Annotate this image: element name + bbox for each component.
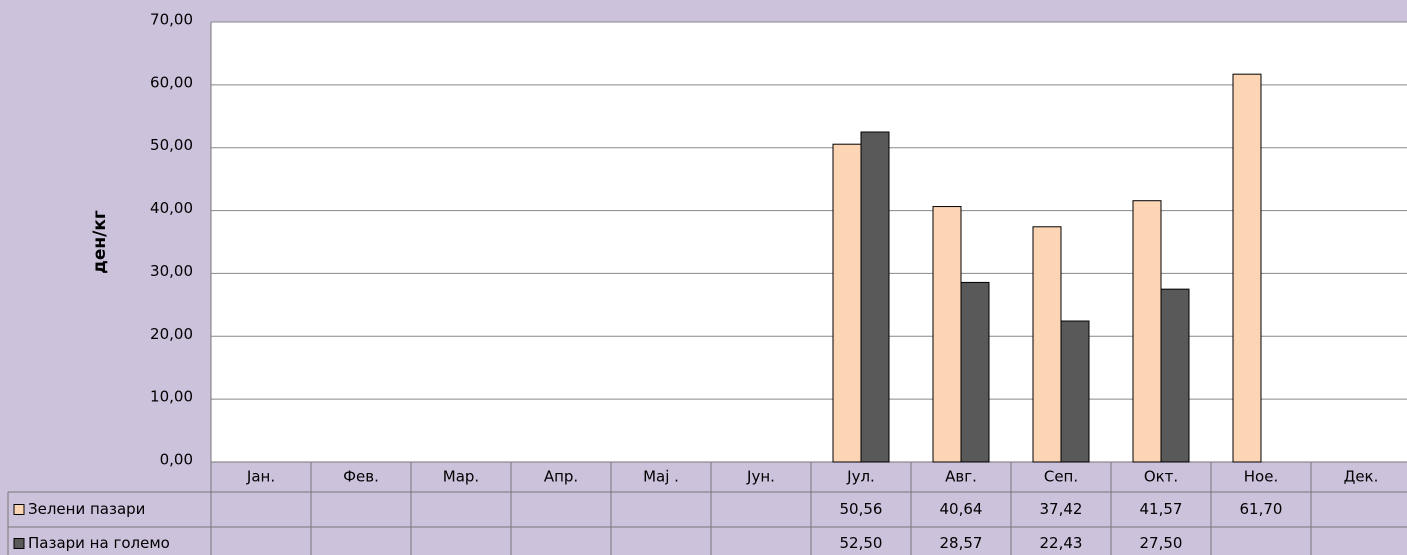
x-tick-label: Јан. — [246, 468, 275, 486]
legend-label: Пазари на големо — [28, 534, 170, 552]
y-tick-label: 10,00 — [150, 388, 193, 406]
x-tick-label: Мар. — [443, 468, 479, 486]
data-label: 28,57 — [940, 534, 983, 552]
data-label: 40,64 — [940, 500, 983, 518]
legend-label: Зелени пазари — [28, 500, 145, 518]
bar — [1132, 200, 1162, 463]
y-tick-label: 20,00 — [150, 325, 193, 343]
x-tick-label: Мај . — [643, 468, 679, 486]
y-tick-label: 40,00 — [150, 199, 193, 217]
y-tick-label: 0,00 — [160, 451, 193, 469]
x-tick-label: Јул. — [846, 468, 875, 486]
x-tick-label: Окт. — [1144, 468, 1178, 486]
data-label: 37,42 — [1040, 500, 1083, 518]
y-tick-label: 50,00 — [150, 136, 193, 154]
data-label: 27,50 — [1140, 534, 1183, 552]
x-tick-label: Дек. — [1344, 468, 1379, 486]
bar — [832, 143, 862, 463]
bar — [1160, 288, 1190, 463]
y-tick-label: 30,00 — [150, 262, 193, 280]
bar — [1032, 226, 1062, 463]
legend-swatch — [13, 538, 25, 549]
bar — [1060, 320, 1090, 463]
x-tick-label: Фев. — [343, 468, 379, 486]
x-tick-label: Јун. — [746, 468, 775, 486]
data-label: 41,57 — [1140, 500, 1183, 518]
plot-area — [211, 22, 1407, 462]
y-tick-label: 70,00 — [150, 11, 193, 29]
bar — [960, 281, 990, 463]
y-axis-label: ден/кг — [90, 210, 110, 274]
bar — [1232, 73, 1262, 463]
data-label: 22,43 — [1040, 534, 1083, 552]
y-tick-label: 60,00 — [150, 73, 193, 91]
data-label: 52,50 — [840, 534, 883, 552]
data-label: 61,70 — [1240, 500, 1283, 518]
legend-swatch — [13, 504, 25, 515]
bar — [860, 131, 890, 463]
x-tick-label: Апр. — [544, 468, 578, 486]
data-label: 50,56 — [840, 500, 883, 518]
bar — [932, 206, 962, 463]
x-tick-label: Ное. — [1244, 468, 1278, 486]
x-tick-label: Сеп. — [1044, 468, 1078, 486]
x-tick-label: Авг. — [945, 468, 977, 486]
